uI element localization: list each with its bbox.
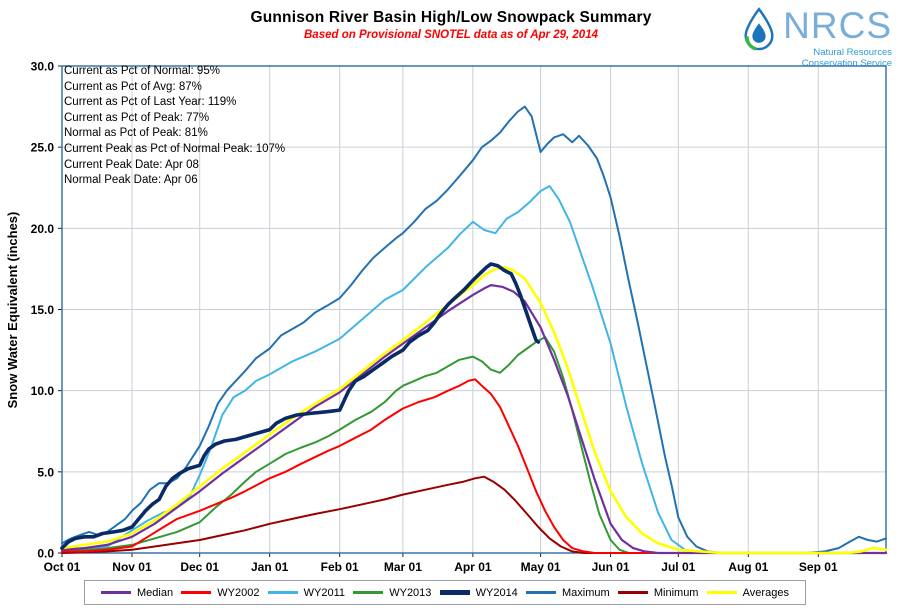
x-tick-label: May 01 xyxy=(521,560,561,574)
annotation-pct-of-peak: Current as Pct of Peak: 77% xyxy=(64,111,210,124)
y-axis-title: Snow Water Equivalent (inches) xyxy=(5,212,20,409)
x-tick-label: Dec 01 xyxy=(180,560,219,574)
series-line-wy2002 xyxy=(61,378,887,554)
water-drop-icon xyxy=(744,7,774,51)
legend-swatch-minimum xyxy=(617,591,648,594)
series-line-minimum xyxy=(61,475,887,554)
stats-annotations: Current as Pct of Normal: 95% Current as… xyxy=(64,64,285,189)
legend-label-minimum: Minimum xyxy=(653,586,699,599)
y-tick-label: 10.0 xyxy=(31,384,55,398)
annotation-current-peak-date: Current Peak Date: Apr 08 xyxy=(64,158,199,171)
x-tick-label: Jul 01 xyxy=(661,560,695,574)
annotation-normal-peak-date: Normal Peak Date: Apr 06 xyxy=(64,174,198,187)
x-tick-label: Jun 01 xyxy=(592,560,630,574)
y-tick-label: 15.0 xyxy=(31,303,55,317)
series-line-wy2013 xyxy=(61,336,887,554)
y-tick-label: 5.0 xyxy=(37,465,54,479)
legend-swatch-median xyxy=(101,591,131,594)
y-tick-label: 0.0 xyxy=(37,547,54,561)
annotation-pct-of-last-year: Current as Pct of Last Year: 119% xyxy=(64,96,237,109)
legend-item-wy2002: WY2002 xyxy=(181,587,259,599)
annotation-pct-of-avg: Current as Pct of Avg: 87% xyxy=(64,80,202,93)
chart-subtitle: Based on Provisional SNOTEL data as of A… xyxy=(304,29,598,41)
y-tick-label: 20.0 xyxy=(31,222,55,236)
legend-item-median: Median xyxy=(101,587,173,599)
legend-swatch-wy2002 xyxy=(181,591,212,594)
y-tick-label: 25.0 xyxy=(31,141,55,155)
x-tick-label: Sep 01 xyxy=(799,560,838,574)
x-tick-label: Aug 01 xyxy=(728,560,768,574)
legend-label-maximum: Maximum xyxy=(562,586,610,599)
legend: Median WY2002 WY2011 WY2013 WY2014 Maximum Min… xyxy=(84,580,806,605)
y-tick-label: 30.0 xyxy=(31,60,55,74)
org-name-line2: Conservation Service xyxy=(801,58,892,69)
org-name-line1: Natural Resources xyxy=(813,47,892,58)
x-tick-label: Feb 01 xyxy=(321,560,359,574)
legend-swatch-maximum xyxy=(526,591,556,594)
legend-label-wy2013: WY2013 xyxy=(389,586,432,599)
legend-label-median: Median xyxy=(137,586,174,599)
legend-item-wy2011: WY2011 xyxy=(267,586,346,599)
chart-title: Gunnison River Basin High/Low Snowpack S… xyxy=(250,9,652,26)
legend-item-minimum: Minimum xyxy=(617,586,699,599)
legend-swatch-wy2013 xyxy=(353,591,384,594)
legend-label-wy2002: WY2002 xyxy=(217,586,260,599)
plot-area: 0.0 5.0 10.0 15.0 20.0 25.0 30.0 Oct 01 Nov 01 De… xyxy=(31,60,888,574)
legend-item-wy2013: WY2013 xyxy=(353,587,431,599)
legend-item-averages: Averages xyxy=(706,586,789,599)
x-tick-label: Oct 01 xyxy=(44,560,81,574)
plot-frame xyxy=(61,65,887,554)
legend-item-maximum: Maximum xyxy=(526,587,610,599)
x-tick-label: Nov 01 xyxy=(112,560,152,574)
series-line-wy2014 xyxy=(60,262,541,550)
annotation-normal-pct-of-peak: Normal as Pct of Peak: 81% xyxy=(64,127,208,140)
legend-label-wy2011: WY2011 xyxy=(303,586,346,599)
x-tick-label: Mar 01 xyxy=(384,560,422,574)
series-line-median xyxy=(60,284,888,555)
legend-label-wy2014: WY2014 xyxy=(475,586,518,599)
x-tick-label: Jan 01 xyxy=(251,560,289,574)
legend-swatch-wy2011 xyxy=(267,591,298,594)
org-name: Natural Resources Conservation Service xyxy=(802,47,892,69)
legend-label-averages: Averages xyxy=(742,586,789,599)
x-tick-label: Apr 01 xyxy=(454,560,492,574)
series-line-maximum xyxy=(61,105,887,554)
nrcs-logo: NRCS Natural Resources Conservation Serv… xyxy=(740,6,892,69)
legend-swatch-averages xyxy=(706,591,737,594)
annotation-peak-pct-of-normal-peak: Current Peak as Pct of Normal Peak: 107% xyxy=(64,142,286,155)
legend-swatch-wy2014 xyxy=(439,590,470,595)
annotation-pct-of-normal: Current as Pct of Normal: 95% xyxy=(64,65,220,77)
series-line-averages xyxy=(60,265,888,555)
nrcs-logo-text: NRCS Natural Resources Conservation Serv… xyxy=(783,5,892,70)
nrcs-wordmark: NRCS xyxy=(783,5,892,46)
legend-item-wy2014: WY2014 xyxy=(439,586,518,599)
